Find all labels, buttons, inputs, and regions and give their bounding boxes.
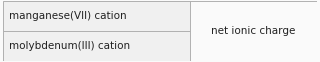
Text: net ionic charge: net ionic charge xyxy=(211,26,295,36)
Text: manganese(VII) cation: manganese(VII) cation xyxy=(10,11,127,21)
Text: molybdenum(III) cation: molybdenum(III) cation xyxy=(10,41,131,51)
Bar xyxy=(3,1,190,61)
Bar xyxy=(190,1,317,61)
